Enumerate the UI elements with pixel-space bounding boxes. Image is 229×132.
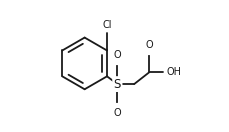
- Text: OH: OH: [166, 67, 181, 77]
- Text: S: S: [113, 78, 120, 91]
- Text: O: O: [144, 41, 152, 51]
- Text: O: O: [113, 108, 121, 118]
- Text: Cl: Cl: [102, 20, 111, 30]
- Text: O: O: [113, 50, 121, 60]
